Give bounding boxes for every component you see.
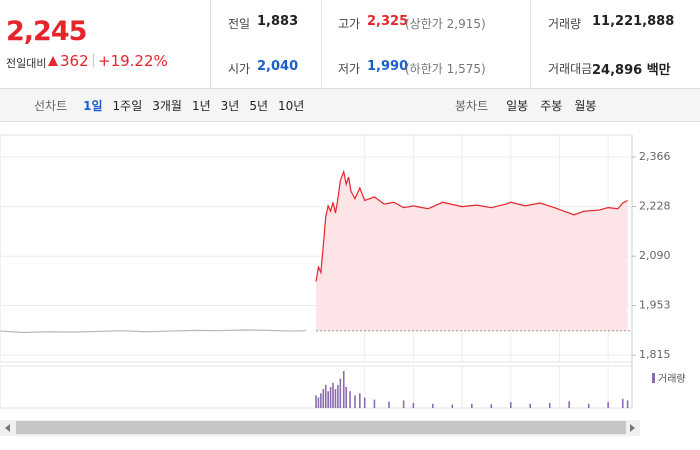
volume-bar [327,391,329,408]
info-value: 11,221,888 [592,14,675,29]
volume-bar [317,397,320,408]
price: 2,245 [6,16,87,47]
volume-bar [332,382,334,408]
quote-box: 2,245 전일대비 362 | +19.22% [0,0,211,88]
info-table: 전일 1,883 고가 2,325 (상한가 2,915) 거래량 11,221,888 시가… [211,0,700,88]
candle-tabs: 봉차트 일봉 주봉 월봉 [455,97,596,114]
volume-bar [451,404,454,408]
info-label: 거래량 [548,17,582,31]
rate: +19.22% [98,52,168,70]
candle-tab[interactable]: 일봉 [506,99,529,113]
tab-label: 선차트 [34,99,68,113]
legend-swatch [652,373,655,383]
info-value: 1,990 [367,59,409,74]
period-tab[interactable]: 1일 [83,99,103,113]
volume-bar [587,403,590,408]
price-chart: 1,815 1,953 2,090 2,228 2,366 거래량 [0,134,686,409]
line [315,169,628,282]
info-label: 시가 [228,62,251,76]
candle-tab[interactable]: 주봉 [540,99,563,113]
period-tab[interactable]: 3년 [220,99,240,113]
period-tab[interactable]: 1주일 [112,99,143,113]
volume-bar [373,399,376,408]
volume-bar [342,371,345,408]
tab-label: 봉차트 [455,99,489,113]
volume-bar [509,402,512,408]
volume-bar [363,397,366,408]
period-tab[interactable]: 3개월 [152,99,182,113]
y-tick-label: 2,228 [639,200,671,213]
volume-bar [568,401,570,408]
volume-bar [339,378,342,408]
change: 362 [60,52,89,70]
volume-bar [334,389,337,408]
info-label: 고가 [338,17,361,31]
y-tick-label: 1,815 [639,348,671,361]
info-value: 2,040 [257,59,299,74]
volume-bar [349,391,351,408]
volume-bar [324,384,327,408]
line [0,329,307,334]
separator: | [91,52,96,68]
info-extra: (하한가 1,575) [405,62,486,76]
volume-bar [607,402,609,408]
scrollbar[interactable] [0,420,700,436]
info-extra: (상한가 2,915) [405,17,486,31]
volume-bar [490,404,493,408]
volume-bar [412,402,415,408]
volume-bar [388,401,390,408]
info-value: 1,883 [257,14,299,29]
volume-bar [337,384,339,408]
volume-bar [320,393,322,408]
volume-bar [471,403,473,408]
period-tab[interactable]: 1년 [191,99,211,113]
volume-bar [621,398,624,408]
volume-bar [315,395,317,408]
volume-bar [354,395,356,408]
y-tick-label: 2,366 [639,150,671,163]
info-label: 전일 [228,17,251,31]
volume-bar [529,403,532,408]
candle-tab[interactable]: 월봉 [574,99,597,113]
period-tab[interactable]: 5년 [249,99,269,113]
period-tabs: 선차트 1일 1주일 3개월 1년 3년 5년 10년 [34,97,304,114]
col-divider [321,0,322,88]
volume-bar [626,400,629,408]
y-tick-label: 2,090 [639,249,671,262]
info-value: 2,325 [367,14,409,29]
up-arrow [48,56,58,66]
info-label: 거래대금 [548,62,593,76]
change-label: 전일대비 [6,57,47,70]
volume-bar [345,387,347,408]
volume-bar [322,389,325,408]
volume-bar [359,393,361,408]
volume-bar [402,400,405,408]
volume-bar [548,402,551,408]
col-divider [530,0,531,88]
volume-bar [432,403,434,408]
info-label: 저가 [338,62,361,76]
area [316,171,628,331]
y-tick-label: 1,953 [639,299,671,312]
volume-bar [329,387,332,408]
tab-bar: 선차트 1일 1주일 3개월 1년 3년 5년 10년 봉차트 일봉 주봉 월봉 [0,88,700,122]
period-tab[interactable]: 10년 [278,99,305,113]
legend-label: 거래량 [658,373,686,385]
info-value: 24,896 백만 [592,63,671,78]
